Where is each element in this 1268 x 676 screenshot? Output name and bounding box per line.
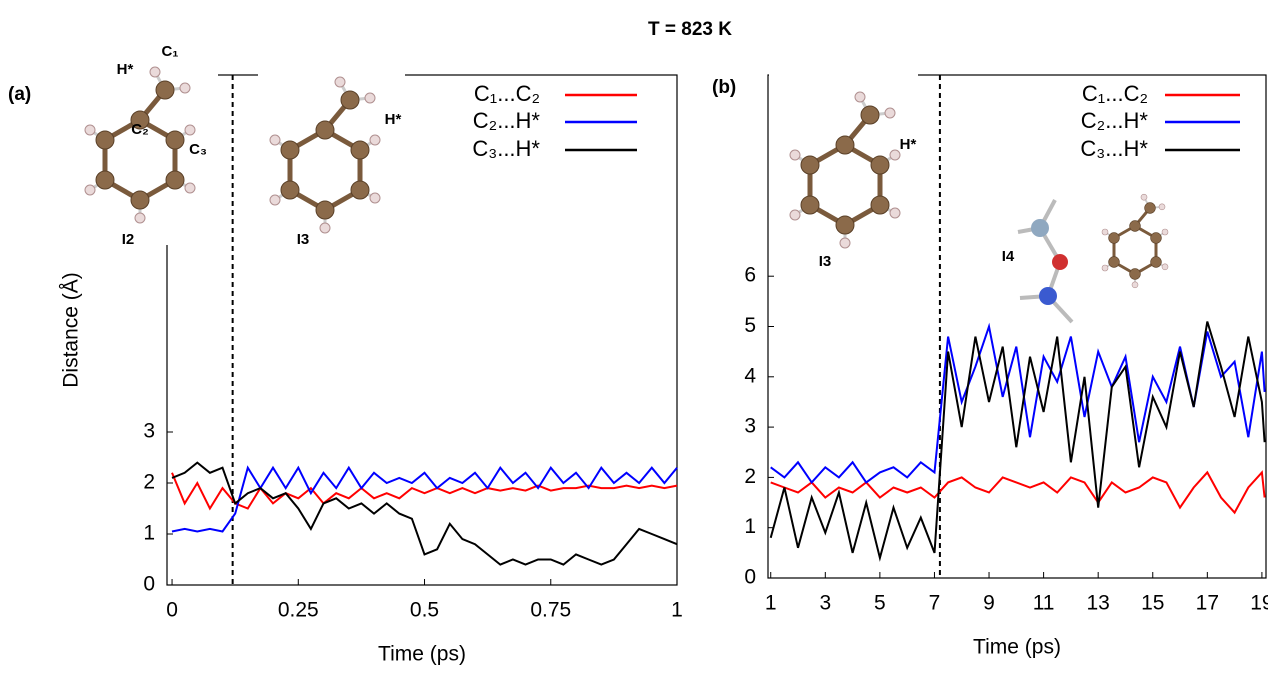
- x-tick-label: 5: [874, 592, 886, 615]
- legend-label: C₃...H*: [1080, 136, 1148, 161]
- y-tick-label: 1: [143, 522, 155, 545]
- y-axis-label: Distance (Å): [60, 272, 83, 388]
- legend-label: C₂...H*: [1081, 108, 1149, 133]
- plot-frame: [166, 74, 678, 586]
- molecule-label: I4: [1002, 248, 1015, 265]
- x-tick-label: 19: [1250, 592, 1268, 615]
- data-line: [171, 465, 678, 533]
- legend-label: C₃...H*: [472, 136, 540, 161]
- x-tick-label: 11: [1033, 592, 1055, 615]
- molecule-label: H*: [117, 61, 134, 78]
- x-tick-label: 7: [929, 592, 941, 615]
- molecule-label: C₂: [131, 121, 149, 138]
- molecule-label: H*: [385, 111, 402, 128]
- x-tick-label: 1: [671, 599, 683, 622]
- x-tick-label: 1: [765, 592, 777, 615]
- x-tick-label: 3: [819, 592, 831, 615]
- y-tick-label: 5: [744, 314, 756, 337]
- molecule-label: H*: [900, 136, 917, 153]
- y-tick-label: 1: [744, 515, 756, 538]
- data-line: [171, 472, 678, 511]
- data-line: [171, 461, 678, 566]
- molecule-label: C₁: [161, 43, 178, 60]
- x-axis-label: Time (ps): [378, 643, 466, 666]
- molecule-images: [60, 55, 1170, 324]
- y-tick-label: 6: [744, 264, 756, 287]
- x-tick-label: 0.25: [278, 599, 319, 622]
- molecule-label: I2: [122, 231, 135, 248]
- y-tick-label: 4: [744, 364, 756, 387]
- y-tick-label: 3: [143, 420, 155, 443]
- x-tick-label: 15: [1141, 592, 1164, 615]
- panel-label: (b): [712, 77, 736, 98]
- y-tick-label: 0: [143, 573, 155, 596]
- molecule-label: C₃: [189, 141, 207, 158]
- y-tick-label: 3: [744, 415, 756, 438]
- x-tick-label: 0.5: [410, 599, 439, 622]
- x-tick-label: 17: [1196, 592, 1219, 615]
- data-line: [770, 322, 1266, 485]
- data-line: [769, 321, 1266, 562]
- figure-title: T = 823 K: [648, 19, 732, 40]
- x-tick-label: 9: [983, 592, 995, 615]
- y-tick-label: 2: [744, 465, 756, 488]
- y-tick-label: 0: [744, 566, 756, 589]
- molecule-label: I3: [819, 253, 832, 270]
- legend-label: C₂...H*: [473, 108, 541, 133]
- x-axis-label: Time (ps): [973, 636, 1061, 659]
- y-tick-label: 2: [143, 471, 155, 494]
- x-tick-label: 13: [1087, 592, 1110, 615]
- legend-label: C₁...C₂: [1082, 81, 1148, 106]
- x-tick-label: 0.75: [530, 599, 571, 622]
- data-line: [770, 470, 1266, 515]
- molecule-label: I3: [297, 231, 310, 248]
- annotations: H* C₁ C₂ C₃ I2 I3 H* I3 H* I4: [117, 43, 1015, 270]
- panel-label: (a): [8, 84, 31, 105]
- legend-label: C₁...C₂: [474, 81, 540, 106]
- x-tick-label: 0: [166, 599, 178, 622]
